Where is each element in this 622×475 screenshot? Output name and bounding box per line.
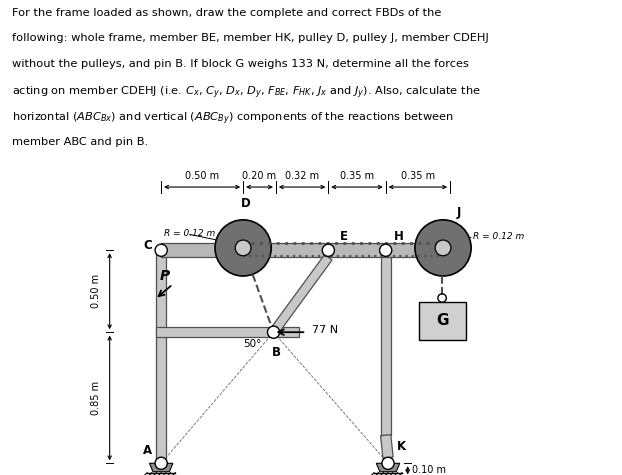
Text: acting on member CDEHJ (i.e. $C_x$, $C_y$, $D_x$, $D_y$, $F_{BE}$, $F_{HK}$, $J_: acting on member CDEHJ (i.e. $C_x$, $C_y… — [12, 85, 481, 101]
Text: 0.50 m: 0.50 m — [91, 274, 101, 308]
Text: R = 0.12 m: R = 0.12 m — [473, 232, 525, 241]
Text: 0.32 m: 0.32 m — [285, 171, 319, 181]
Circle shape — [379, 244, 392, 256]
Text: 0.50 m: 0.50 m — [185, 171, 219, 181]
Text: H: H — [394, 230, 404, 243]
Text: without the pulleys, and pin B. If block G weighs 133 N, determine all the force: without the pulleys, and pin B. If block… — [12, 59, 469, 69]
Text: 0.10 m: 0.10 m — [412, 466, 447, 475]
Text: K: K — [396, 440, 406, 454]
Circle shape — [235, 240, 251, 256]
Circle shape — [267, 326, 280, 338]
Circle shape — [415, 220, 471, 276]
Text: following: whole frame, member BE, member HK, pulley D, pulley J, member CDEHJ: following: whole frame, member BE, membe… — [12, 33, 490, 44]
Polygon shape — [376, 463, 400, 472]
Text: For the frame loaded as shown, draw the complete and correct FBDs of the: For the frame loaded as shown, draw the … — [12, 8, 442, 18]
Text: horizontal ($ABC_{Bx}$) and vertical ($ABC_{By}$) components of the reactions be: horizontal ($ABC_{Bx}$) and vertical ($A… — [12, 111, 454, 127]
Polygon shape — [156, 250, 166, 463]
Text: G: G — [436, 314, 448, 328]
Bar — [419, 302, 465, 340]
Polygon shape — [149, 463, 173, 472]
Text: 0.35 m: 0.35 m — [340, 171, 374, 181]
Text: 0.20 m: 0.20 m — [243, 171, 277, 181]
Polygon shape — [161, 243, 443, 257]
Text: 0.35 m: 0.35 m — [401, 171, 435, 181]
Text: D: D — [241, 197, 250, 209]
Polygon shape — [156, 327, 299, 337]
Text: 0.85 m: 0.85 m — [91, 381, 101, 415]
Text: E: E — [340, 230, 348, 243]
Text: R = 0.12 m: R = 0.12 m — [164, 229, 215, 238]
Text: J: J — [457, 206, 462, 219]
Text: C: C — [144, 239, 152, 252]
Polygon shape — [381, 435, 393, 458]
Polygon shape — [381, 257, 391, 435]
Circle shape — [382, 457, 394, 469]
Text: 77 N: 77 N — [312, 325, 338, 335]
Circle shape — [155, 244, 167, 256]
Polygon shape — [270, 255, 332, 335]
Text: member ABC and pin B.: member ABC and pin B. — [12, 136, 149, 147]
Circle shape — [435, 240, 451, 256]
Circle shape — [215, 220, 271, 276]
Circle shape — [322, 244, 335, 256]
Circle shape — [155, 457, 167, 469]
Text: B: B — [271, 346, 281, 359]
Text: A: A — [142, 444, 152, 456]
Text: 50°: 50° — [243, 339, 262, 349]
Text: P: P — [159, 269, 170, 283]
